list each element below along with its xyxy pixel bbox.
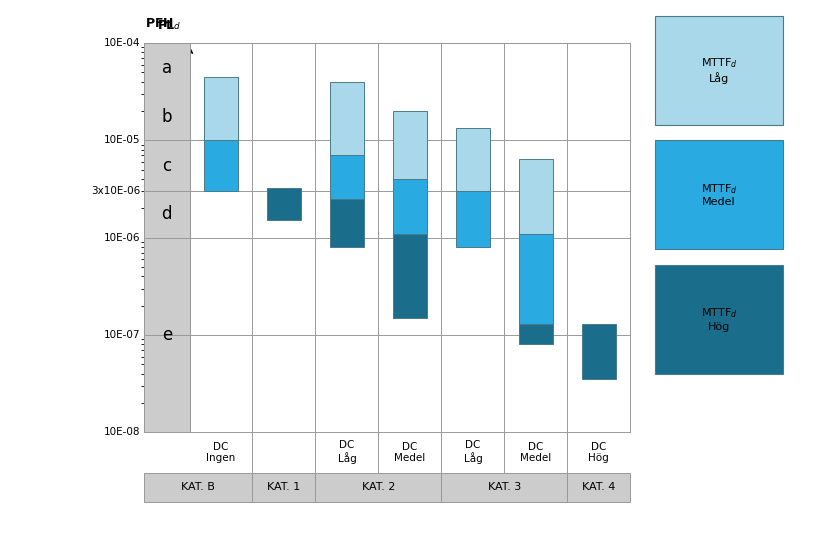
Text: MTTF$_d$
Hög: MTTF$_d$ Hög bbox=[700, 307, 737, 332]
Text: KAT. 1: KAT. 1 bbox=[267, 482, 301, 492]
Text: c: c bbox=[162, 157, 171, 175]
Bar bbox=[330, 155, 364, 199]
Text: d: d bbox=[162, 206, 172, 223]
Text: PL: PL bbox=[158, 19, 176, 32]
Bar bbox=[518, 324, 553, 344]
Text: 10E-07: 10E-07 bbox=[104, 330, 140, 340]
Bar bbox=[204, 77, 238, 140]
Text: MTTF$_d$
Låg: MTTF$_d$ Låg bbox=[700, 56, 737, 84]
Text: PFH$_d$: PFH$_d$ bbox=[145, 17, 181, 32]
Text: MTTF$_d$
Medel: MTTF$_d$ Medel bbox=[700, 182, 737, 207]
Text: DC
Ingen: DC Ingen bbox=[206, 441, 236, 463]
Text: DC
Låg: DC Låg bbox=[338, 440, 356, 465]
Text: DC
Låg: DC Låg bbox=[464, 440, 482, 465]
Text: KAT. 4: KAT. 4 bbox=[583, 482, 616, 492]
Text: KAT. 2: KAT. 2 bbox=[362, 482, 396, 492]
Text: b: b bbox=[162, 108, 172, 126]
Bar bbox=[267, 188, 302, 221]
Bar bbox=[456, 191, 490, 247]
Bar bbox=[392, 179, 428, 234]
Bar bbox=[392, 111, 428, 179]
Text: DC
Medel: DC Medel bbox=[395, 441, 425, 463]
Text: DC
Medel: DC Medel bbox=[520, 441, 551, 463]
Text: KAT. B: KAT. B bbox=[181, 482, 215, 492]
Text: DC
Hög: DC Hög bbox=[588, 441, 609, 463]
Text: KAT. 3: KAT. 3 bbox=[488, 482, 521, 492]
Text: 3x10E-06: 3x10E-06 bbox=[91, 186, 140, 196]
Bar bbox=[582, 324, 616, 379]
Text: 10E-08: 10E-08 bbox=[104, 427, 140, 437]
Text: 10E-06: 10E-06 bbox=[104, 233, 140, 243]
Bar bbox=[392, 234, 428, 318]
Text: 10E-04: 10E-04 bbox=[104, 38, 140, 48]
Bar bbox=[330, 82, 364, 155]
Text: 10E-05: 10E-05 bbox=[104, 135, 140, 146]
Bar bbox=[518, 158, 553, 234]
Text: a: a bbox=[162, 60, 172, 77]
Bar bbox=[204, 140, 238, 191]
Text: e: e bbox=[162, 326, 172, 344]
Bar bbox=[330, 199, 364, 247]
Bar bbox=[456, 128, 490, 191]
Bar bbox=[518, 234, 553, 324]
